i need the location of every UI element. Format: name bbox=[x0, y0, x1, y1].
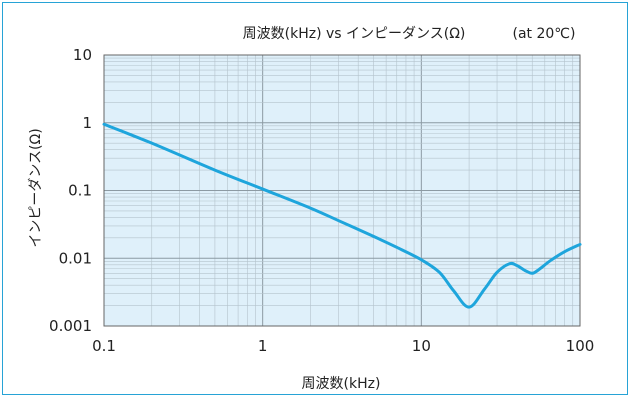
x-axis-ticks: 0.1 1 10 100 bbox=[92, 337, 594, 355]
x-tick-label: 100 bbox=[566, 337, 595, 355]
x-axis-label: 周波数(kHz) bbox=[302, 376, 381, 392]
plot-border bbox=[103, 54, 581, 327]
x-tick-label: 10 bbox=[412, 337, 431, 355]
y-tick-label: 10 bbox=[73, 46, 92, 64]
chart-title: 周波数(kHz) vs インピーダンス(Ω) bbox=[243, 26, 466, 42]
y-tick-label: 0.1 bbox=[68, 182, 92, 200]
x-tick-label: 0.1 bbox=[92, 337, 116, 355]
y-axis-label: インピーダンス(Ω) bbox=[28, 128, 44, 247]
impedance-series-line bbox=[102, 122, 582, 309]
y-axis-ticks: 0.001 0.01 0.1 1 10 bbox=[49, 46, 92, 335]
y-tick-label: 1 bbox=[82, 114, 92, 132]
grid-lines bbox=[103, 55, 580, 327]
chart-subtitle: (at 20℃) bbox=[513, 26, 576, 42]
y-tick-label: 0.001 bbox=[49, 317, 92, 335]
x-tick-label: 1 bbox=[258, 337, 268, 355]
y-tick-label: 0.01 bbox=[59, 249, 92, 267]
